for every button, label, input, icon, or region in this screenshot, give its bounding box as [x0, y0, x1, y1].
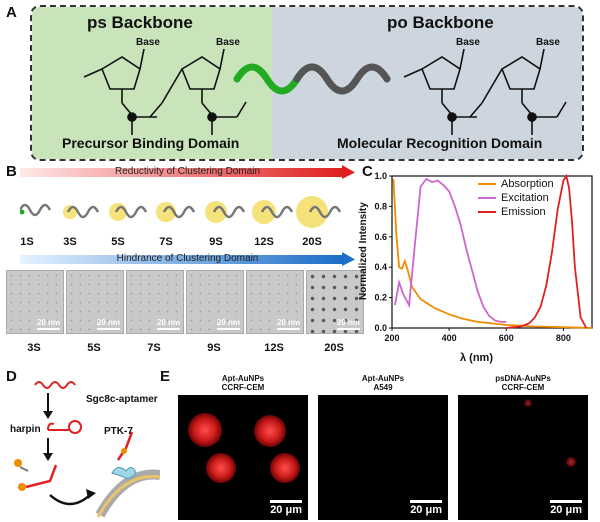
- tem-label: 20S: [324, 342, 344, 354]
- tem-label: 3S: [27, 342, 41, 354]
- reductivity-label: Reductivity of Clustering Domain: [114, 166, 261, 177]
- scale-bar-label: 20 μm: [550, 504, 582, 516]
- tem-image-5s: 20 nm: [66, 270, 124, 334]
- size-label: 5S: [111, 236, 125, 248]
- aptamer-label: Sgc8c-aptamer: [86, 394, 158, 405]
- tem-label: 7S: [147, 342, 161, 354]
- scale-bar-label: 20 μm: [270, 504, 302, 516]
- hindrance-label: Hindrance of Clustering Domain: [116, 253, 259, 264]
- size-label: 12S: [254, 236, 274, 248]
- y-tick-label: 1.0: [374, 171, 387, 181]
- scale-bar-label: 20 nm: [96, 318, 120, 327]
- ps-domain-label: Precursor Binding Domain: [62, 135, 240, 151]
- tem-image-7s: 20 nm: [126, 270, 184, 334]
- scale-bar-label: 20 nm: [156, 318, 180, 327]
- scale-bar-label: 20 nm: [216, 318, 240, 327]
- legend-label: Absorption: [501, 178, 554, 190]
- hindrance-arrow: Hindrance of Clustering Domain: [20, 252, 355, 266]
- base-label: Base: [216, 37, 240, 48]
- cluster-series-drawing: [20, 196, 342, 228]
- harpin-label: harpin: [10, 424, 41, 435]
- panel-label-e: E: [160, 368, 171, 385]
- size-label: 7S: [159, 236, 173, 248]
- backbone-structures: [83, 48, 567, 135]
- po-domain-label: Molecular Recognition Domain: [337, 135, 543, 151]
- size-label: 20S: [302, 236, 322, 248]
- base-label: Base: [536, 37, 560, 48]
- panel-label-d: D: [6, 368, 17, 385]
- fl-title-2: Apt-AuNPs A549: [361, 374, 405, 392]
- fl-title-1: Apt-AuNPs CCRF-CEM: [221, 374, 265, 392]
- y-tick-label: 0.4: [374, 262, 387, 272]
- cell: [566, 457, 576, 467]
- chart-legend: Absorption Excitation Emission: [478, 178, 554, 220]
- legend-swatch: [478, 211, 496, 213]
- cell: [524, 399, 532, 407]
- y-tick-label: 0.2: [374, 293, 387, 303]
- panel-d-scheme: [14, 381, 160, 518]
- size-label: 1S: [20, 236, 34, 248]
- size-label: 3S: [63, 236, 77, 248]
- scale-bar-label: 20 nm: [276, 318, 300, 327]
- ps-backbone-title: ps Backbone: [87, 13, 193, 32]
- chart-series: [392, 173, 593, 329]
- chart-axes: 200 400 600 800 0.0 0.2 0.4 0.6 0.8 1.0: [374, 171, 593, 343]
- legend-item: Excitation: [478, 192, 554, 204]
- tem-label: 12S: [264, 342, 284, 354]
- plot-frame: [391, 175, 593, 329]
- legend-swatch: [478, 197, 496, 199]
- x-tick-label: 200: [384, 333, 399, 343]
- po-backbone-title: po Backbone: [387, 13, 494, 32]
- tem-label: 5S: [87, 342, 101, 354]
- panel-a-backbone-scheme: ps Backbone po Backbone: [30, 5, 584, 161]
- series-line-excitation: [394, 177, 507, 323]
- po-wave-segment: [293, 63, 391, 95]
- x-tick-label: 400: [442, 333, 457, 343]
- base-label: Base: [136, 37, 160, 48]
- po-structure: [403, 48, 567, 135]
- legend-label: Excitation: [501, 192, 549, 204]
- y-tick-label: 0.0: [374, 323, 387, 333]
- fl-title-3: psDNA-AuNPs CCRF-CEM: [495, 374, 551, 392]
- tem-label: 9S: [207, 342, 221, 354]
- legend-item: Emission: [478, 206, 554, 218]
- tem-image-9s: 20 nm: [186, 270, 244, 334]
- scale-bar-label: 20 μm: [410, 504, 442, 516]
- tem-image-20s: 20 nm: [306, 270, 364, 334]
- target-label: PTK-7: [104, 426, 133, 437]
- series-line-emission: [506, 173, 588, 329]
- x-tick-label: 600: [499, 333, 514, 343]
- cell: [206, 453, 236, 483]
- x-tick-label: 800: [556, 333, 571, 343]
- legend-swatch: [478, 183, 496, 185]
- size-label: 9S: [209, 236, 223, 248]
- spectra-chart: 200 400 600 800 0.0 0.2 0.4 0.6 0.8 1.0: [374, 171, 593, 343]
- cell: [270, 453, 300, 483]
- tem-image-12s: 20 nm: [246, 270, 304, 334]
- scale-bar-label: 20 nm: [36, 318, 60, 327]
- panel-label-a: A: [6, 4, 17, 21]
- x-axis-label: λ (nm): [460, 352, 493, 364]
- reductivity-arrow: Reductivity of Clustering Domain: [20, 165, 355, 179]
- y-axis-label: Normalized Intensity: [358, 202, 369, 300]
- cell: [254, 415, 286, 447]
- ps-structure: [83, 48, 247, 135]
- fluorescence-image-psdna-ccrf: 20 μm: [458, 395, 588, 520]
- legend-item: Absorption: [478, 178, 554, 190]
- cell: [188, 413, 222, 447]
- base-label: Base: [456, 37, 480, 48]
- legend-label: Emission: [501, 206, 546, 218]
- panel-label-b: B: [6, 163, 17, 180]
- fluorescence-image-apt-a549: 20 μm: [318, 395, 448, 520]
- ps-backbone-region: [32, 7, 272, 159]
- scale-bar-label: 20 nm: [336, 318, 360, 327]
- panel-label-c: C: [362, 163, 373, 180]
- y-tick-label: 0.8: [374, 201, 387, 211]
- fluorescence-image-apt-ccrf: 20 μm: [178, 395, 308, 520]
- y-tick-label: 0.6: [374, 232, 387, 242]
- tem-image-3s: 20 nm: [6, 270, 64, 334]
